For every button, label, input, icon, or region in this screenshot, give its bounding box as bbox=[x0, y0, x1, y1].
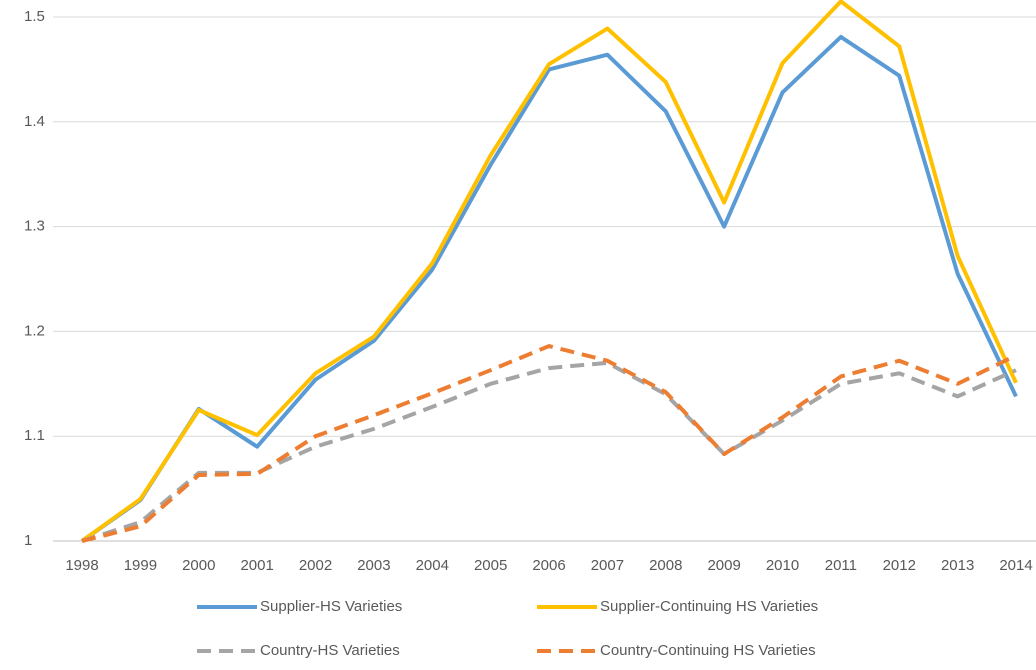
x-tick-label: 2013 bbox=[941, 557, 974, 574]
legend-label: Supplier-Continuing HS Varieties bbox=[600, 598, 818, 615]
x-tick-label: 1998 bbox=[65, 557, 98, 574]
x-tick-label: 2011 bbox=[825, 557, 857, 574]
legend-label: Country-HS Varieties bbox=[260, 642, 400, 659]
x-tick-label: 2008 bbox=[649, 557, 682, 574]
x-tick-label: 2012 bbox=[883, 557, 916, 574]
series-line bbox=[80, 34, 1018, 543]
series-line bbox=[81, 344, 1017, 543]
x-tick-label: 2009 bbox=[707, 557, 740, 574]
x-tick-label: 2001 bbox=[240, 557, 273, 574]
y-tick-label: 1 bbox=[24, 532, 32, 549]
x-tick-label: 2000 bbox=[182, 557, 215, 574]
x-tick-label: 1999 bbox=[124, 557, 157, 574]
x-tick-label: 2002 bbox=[299, 557, 332, 574]
x-tick-label: 2005 bbox=[474, 557, 507, 574]
x-tick-label: 2003 bbox=[357, 557, 390, 574]
x-tick-label: 2014 bbox=[999, 557, 1032, 574]
y-tick-label: 1.4 bbox=[24, 113, 45, 130]
x-tick-label: 2006 bbox=[532, 557, 565, 574]
legend-label: Supplier-HS Varieties bbox=[260, 598, 402, 615]
x-tick-label: 2007 bbox=[591, 557, 624, 574]
series-line bbox=[80, 0, 1018, 543]
series-line bbox=[81, 360, 1017, 543]
x-tick-label: 2004 bbox=[416, 557, 449, 574]
y-tick-label: 1.1 bbox=[24, 427, 45, 444]
y-tick-label: 1.5 bbox=[24, 8, 45, 25]
x-tick-label: 2010 bbox=[766, 557, 799, 574]
legend-label: Country-Continuing HS Varieties bbox=[600, 642, 816, 659]
y-tick-label: 1.3 bbox=[24, 218, 45, 235]
y-tick-label: 1.2 bbox=[24, 322, 45, 339]
